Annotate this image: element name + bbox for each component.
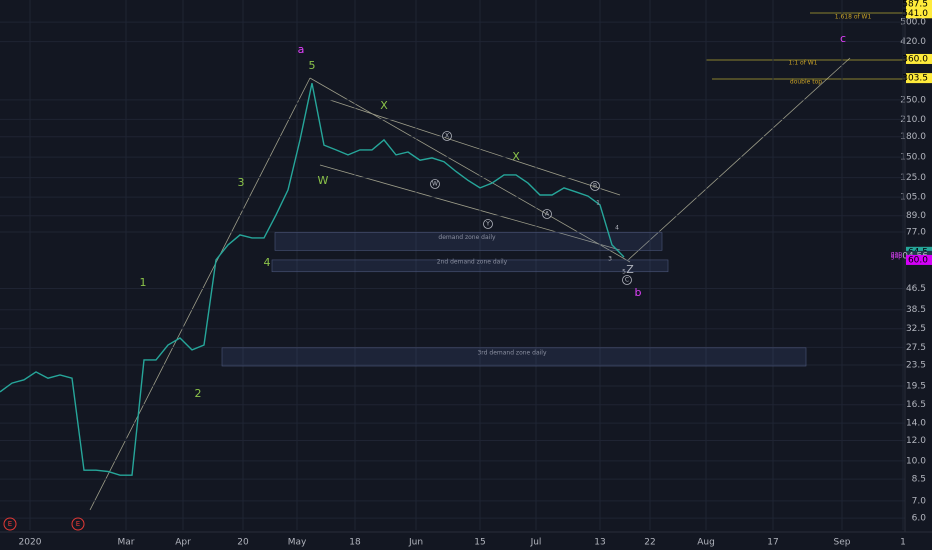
event-label: E (8, 520, 12, 528)
event-marker (3, 517, 17, 531)
level-note: 1.618 of W1 (835, 14, 872, 21)
price-tag-label: 541.0 (902, 9, 928, 19)
y-tick-label: 38.5 (906, 305, 926, 315)
gap-label: gap (891, 250, 902, 257)
wave-label: A (545, 211, 550, 218)
wave-label: 3 (608, 256, 612, 263)
trend-lines (89, 12, 905, 511)
y-tick-label: 27.5 (906, 343, 926, 353)
wave-circle (622, 275, 632, 285)
wave-label: b (635, 286, 642, 299)
x-tick-label: 13 (594, 538, 605, 548)
y-tick-label: 8.5 (912, 475, 926, 485)
y-tick-label: 180.0 (900, 132, 926, 142)
price-tag (906, 73, 932, 84)
x-tick-label: 18 (349, 538, 361, 548)
wave-label: 1 (596, 200, 600, 207)
price-line (0, 83, 625, 476)
wave-label: W (432, 181, 438, 188)
y-tick-label: 16.5 (906, 400, 926, 410)
wave-label: C (625, 277, 629, 284)
demand-zone (221, 347, 807, 367)
wave-circle (590, 181, 600, 191)
event-marker (71, 517, 85, 531)
price-tag (906, 254, 932, 265)
x-tick-label: May (288, 538, 307, 548)
level-note: double top (790, 79, 822, 86)
y-tick-label: 6.0 (912, 514, 927, 524)
wave-label: Y (485, 221, 490, 228)
price-tag-label: 360.0 (902, 54, 928, 64)
wave-label: W (318, 174, 329, 187)
wave-label: Z (626, 263, 634, 276)
y-tick-label: 250.0 (900, 95, 926, 105)
price-tag-label: 587.5 (902, 0, 928, 10)
y-tick-label: 14.0 (906, 419, 926, 429)
x-tick-label: 2020 (19, 538, 42, 548)
zone-label: 2nd demand zone daily (437, 258, 508, 265)
y-tick-label: 420.0 (900, 37, 926, 47)
zone-label: 3rd demand zone daily (477, 349, 546, 356)
price-tag-label: 303.5 (902, 74, 928, 84)
x-tick-label: Apr (175, 538, 191, 548)
wave-circle (430, 179, 440, 189)
x-tick-label: 15 (474, 538, 485, 548)
x-tick-label: Mar (118, 538, 135, 548)
y-tick-label: 125.0 (900, 173, 926, 183)
wave-label: 4 (615, 225, 619, 232)
price-tag (906, 53, 932, 64)
y-tick-label: 19.5 (906, 381, 926, 391)
wave-label: X (445, 133, 449, 140)
wave-label: X (512, 150, 520, 163)
y-tick-label: 500.0 (900, 18, 926, 28)
y-tick-label: 23.5 (906, 361, 926, 371)
y-tick-label: 7.0 (912, 496, 927, 506)
y-tick-label: 210.0 (900, 115, 926, 125)
x-tick-label: 17 (767, 538, 778, 548)
wave-circle (442, 131, 452, 141)
wave-label: 2 (195, 387, 202, 400)
y-tick-label: 150.0 (900, 153, 926, 163)
wave-label: 5 (309, 59, 316, 72)
y-tick-label: 10.0 (906, 456, 926, 466)
price-tag-label: 60.0 (908, 255, 928, 265)
x-tick-label: 20 (237, 538, 249, 548)
x-tick-label: 22 (644, 538, 655, 548)
y-tick-label: 105.0 (900, 193, 926, 203)
zone-label: demand zone daily (438, 234, 496, 241)
x-tick-label: Aug (697, 538, 715, 548)
x-tick-label: Jul (530, 538, 542, 548)
x-tick-label: Jun (408, 538, 423, 548)
wave-label: c (840, 32, 846, 45)
x-tick-label: 1 (900, 538, 906, 548)
y-tick-label: 46.5 (906, 284, 926, 294)
demand-zone (274, 232, 663, 251)
wave-circle (483, 219, 493, 229)
wave-label: 4 (264, 256, 271, 269)
demand-zone (271, 259, 669, 273)
wave-label: B (593, 183, 597, 190)
event-label: E (76, 520, 80, 528)
level-note: 1:1 of W1 (788, 60, 817, 67)
y-tick-label: 77.0 (906, 227, 926, 237)
wave-label: a (298, 43, 305, 56)
y-tick-label: 89.0 (906, 211, 926, 221)
price-tag (906, 8, 932, 19)
x-tick-label: Sep (834, 538, 851, 548)
price-tag (906, 0, 932, 10)
wave-circle (542, 209, 552, 219)
y-tick-label: 32.5 (906, 324, 926, 334)
wave-label: 1 (140, 276, 147, 289)
wave-label: 5 (622, 269, 626, 276)
wave-label: 3 (238, 176, 245, 189)
y-tick-label: 12.0 (906, 436, 926, 446)
gap-label: gap (891, 253, 902, 260)
wave-label: X (380, 99, 388, 112)
